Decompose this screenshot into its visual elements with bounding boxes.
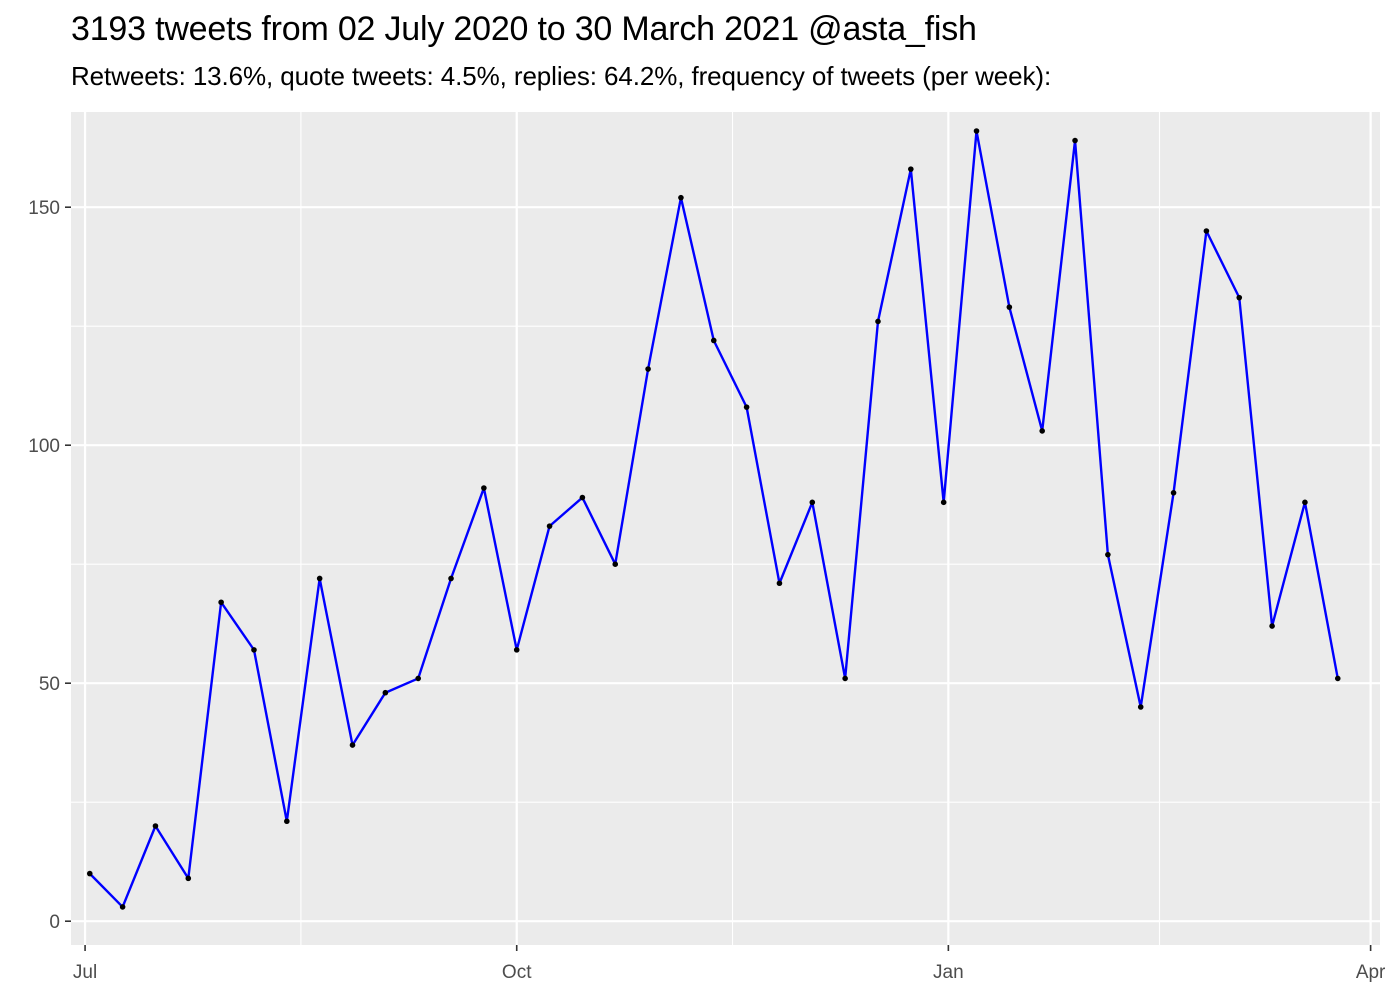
- data-point: [448, 575, 454, 582]
- y-tick-label: 100: [28, 436, 60, 457]
- data-point: [645, 366, 651, 372]
- data-point: [185, 875, 192, 882]
- data-point: [1006, 304, 1013, 310]
- data-point: [678, 194, 684, 201]
- data-point: [842, 675, 848, 682]
- y-axis: 0 50 100 150: [28, 198, 71, 933]
- data-point: [710, 337, 717, 344]
- x-axis: Jul Oct Jan Apr: [73, 945, 1386, 983]
- data-point: [382, 689, 389, 696]
- data-point: [1269, 623, 1275, 629]
- data-point: [349, 742, 356, 748]
- data-point: [513, 647, 520, 653]
- data-point: [908, 166, 914, 172]
- y-tick-label: 150: [28, 198, 60, 219]
- data-point: [481, 485, 487, 491]
- x-tick-label: Jul: [73, 962, 97, 983]
- data-point: [546, 523, 553, 529]
- x-tick-label: Oct: [502, 962, 532, 983]
- y-tick-label: 50: [39, 674, 60, 695]
- data-point: [284, 818, 290, 825]
- x-tick-label: Apr: [1356, 962, 1386, 983]
- grid-major: [71, 112, 1380, 945]
- chart-title: 3193 tweets from 02 July 2020 to 30 Marc…: [71, 10, 977, 48]
- data-point: [612, 561, 619, 567]
- data-point: [1137, 704, 1144, 710]
- data-point: [119, 904, 126, 910]
- data-point: [743, 404, 750, 410]
- data-point: [1334, 675, 1341, 682]
- data-point: [776, 580, 783, 587]
- plot-panel: [71, 112, 1380, 945]
- data-point: [251, 647, 257, 653]
- data-point: [1302, 499, 1308, 506]
- data-point: [1039, 428, 1045, 434]
- data-point: [875, 318, 881, 325]
- data-point: [1072, 137, 1078, 144]
- chart-subtitle: Retweets: 13.6%, quote tweets: 4.5%, rep…: [71, 61, 1052, 91]
- x-tick-label: Jan: [933, 962, 964, 983]
- data-point: [809, 499, 816, 506]
- data-point: [1236, 294, 1243, 301]
- data-point: [152, 823, 159, 829]
- data-point: [1203, 228, 1210, 234]
- data-point: [1105, 551, 1111, 558]
- data-point: [940, 499, 947, 506]
- data-point: [1170, 490, 1177, 496]
- data-point: [579, 494, 586, 501]
- data-point: [218, 599, 224, 606]
- data-point: [973, 128, 980, 134]
- data-point: [86, 870, 93, 877]
- series-points: [86, 128, 1341, 910]
- data-point: [316, 575, 323, 582]
- data-point: [415, 675, 421, 682]
- y-tick-label: 0: [49, 912, 60, 933]
